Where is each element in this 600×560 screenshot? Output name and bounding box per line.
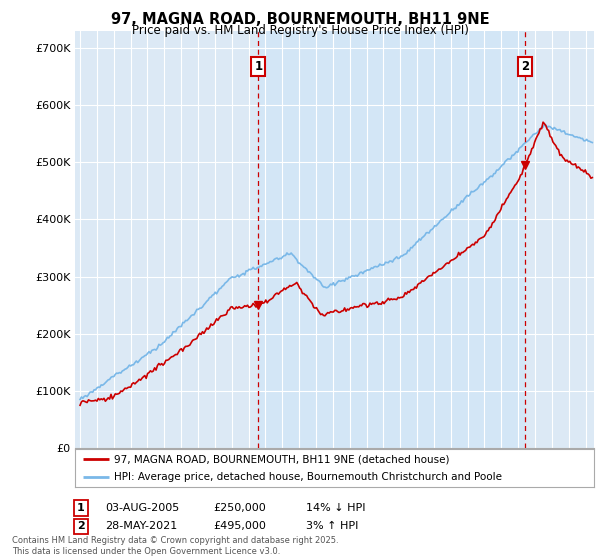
Text: HPI: Average price, detached house, Bournemouth Christchurch and Poole: HPI: Average price, detached house, Bour…	[114, 472, 502, 482]
Text: Contains HM Land Registry data © Crown copyright and database right 2025.
This d: Contains HM Land Registry data © Crown c…	[12, 536, 338, 556]
Text: 1: 1	[77, 503, 85, 513]
Text: 03-AUG-2005: 03-AUG-2005	[105, 503, 179, 513]
Text: 2: 2	[77, 521, 85, 531]
Text: 2: 2	[521, 60, 529, 73]
Text: Price paid vs. HM Land Registry's House Price Index (HPI): Price paid vs. HM Land Registry's House …	[131, 24, 469, 36]
Text: 97, MAGNA ROAD, BOURNEMOUTH, BH11 9NE (detached house): 97, MAGNA ROAD, BOURNEMOUTH, BH11 9NE (d…	[114, 454, 449, 464]
Text: 3% ↑ HPI: 3% ↑ HPI	[306, 521, 358, 531]
Text: £250,000: £250,000	[213, 503, 266, 513]
Text: 1: 1	[254, 60, 262, 73]
Text: 28-MAY-2021: 28-MAY-2021	[105, 521, 177, 531]
Bar	[259, 31, 525, 448]
Text: 14% ↓ HPI: 14% ↓ HPI	[306, 503, 365, 513]
Text: 97, MAGNA ROAD, BOURNEMOUTH, BH11 9NE: 97, MAGNA ROAD, BOURNEMOUTH, BH11 9NE	[110, 12, 490, 27]
Text: £495,000: £495,000	[213, 521, 266, 531]
